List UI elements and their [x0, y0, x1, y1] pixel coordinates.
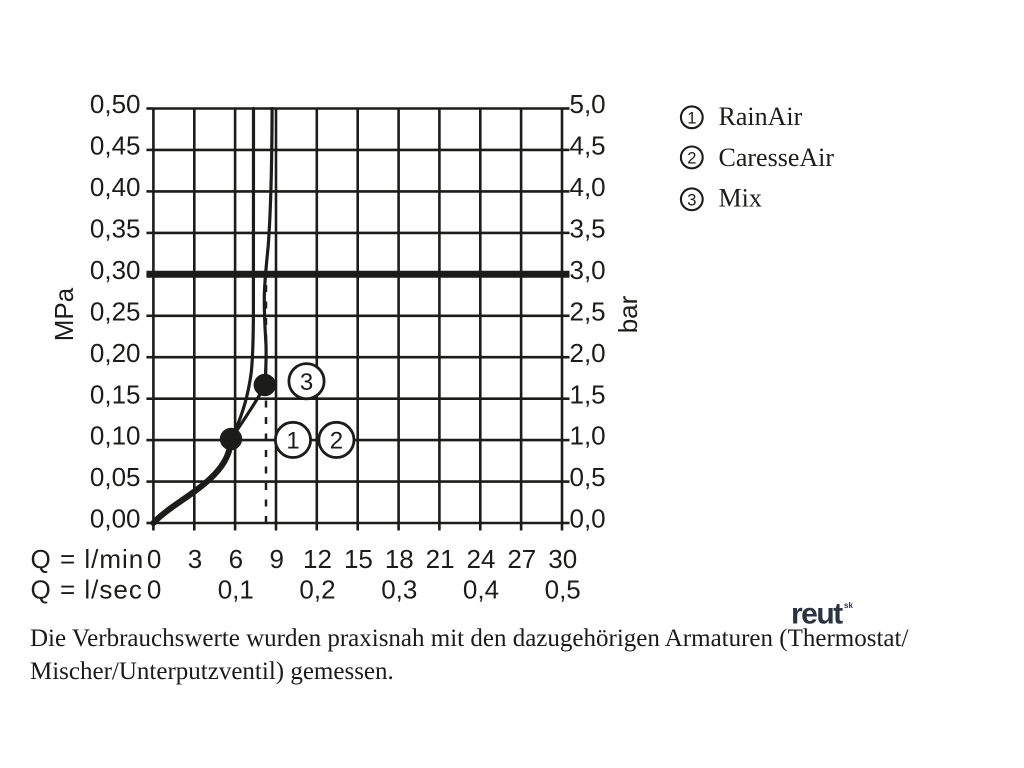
- svg-text:0,30: 0,30: [90, 255, 141, 285]
- svg-text:3,0: 3,0: [570, 255, 606, 285]
- svg-text:1,0: 1,0: [570, 421, 606, 451]
- svg-text:21: 21: [426, 544, 455, 574]
- svg-text:0,35: 0,35: [90, 214, 141, 244]
- svg-text:0,0: 0,0: [570, 504, 606, 534]
- svg-text:2,0: 2,0: [570, 338, 606, 368]
- svg-text:0,25: 0,25: [90, 296, 141, 326]
- svg-text:Q = l/sec: Q = l/sec: [31, 574, 143, 604]
- svg-text:1: 1: [286, 428, 299, 455]
- svg-text:3: 3: [687, 191, 696, 209]
- svg-text:bar: bar: [613, 295, 643, 333]
- svg-text:Q = l/min: Q = l/min: [31, 544, 145, 574]
- svg-text:27: 27: [507, 544, 536, 574]
- svg-text:0,00: 0,00: [90, 504, 141, 534]
- svg-text:reut: reut: [791, 598, 843, 631]
- svg-text:3,5: 3,5: [570, 214, 606, 244]
- svg-text:2: 2: [330, 428, 343, 455]
- svg-text:0,05: 0,05: [90, 462, 141, 492]
- svg-text:0,15: 0,15: [90, 379, 141, 409]
- svg-text:Die Verbrauchswerte wurden pra: Die Verbrauchswerte wurden praxisnah mit…: [30, 625, 908, 652]
- svg-text:3: 3: [188, 544, 202, 574]
- svg-text:0,45: 0,45: [90, 131, 141, 161]
- svg-text:0,5: 0,5: [570, 462, 606, 492]
- svg-text:1,5: 1,5: [570, 379, 606, 409]
- svg-text:3: 3: [300, 369, 313, 396]
- svg-text:0,5: 0,5: [545, 574, 581, 604]
- svg-text:0,40: 0,40: [90, 172, 141, 202]
- svg-text:0,4: 0,4: [463, 574, 499, 604]
- svg-text:12: 12: [303, 544, 332, 574]
- svg-text:9: 9: [269, 544, 283, 574]
- svg-text:0,1: 0,1: [218, 574, 254, 604]
- svg-text:0,10: 0,10: [90, 421, 141, 451]
- svg-text:sk: sk: [844, 601, 853, 610]
- svg-text:Mischer/Unterputzventil) gemes: Mischer/Unterputzventil) gemessen.: [30, 658, 394, 685]
- svg-text:1: 1: [687, 109, 696, 127]
- svg-text:0: 0: [147, 574, 161, 604]
- svg-text:CaresseAir: CaresseAir: [719, 143, 835, 172]
- svg-text:0,3: 0,3: [381, 574, 417, 604]
- svg-text:30: 30: [548, 544, 577, 574]
- svg-text:24: 24: [467, 544, 496, 574]
- svg-text:0,50: 0,50: [90, 89, 141, 119]
- svg-text:5,0: 5,0: [570, 89, 606, 119]
- svg-text:0,2: 0,2: [299, 574, 335, 604]
- svg-text:0,20: 0,20: [90, 338, 141, 368]
- svg-text:15: 15: [344, 544, 373, 574]
- svg-text:RainAir: RainAir: [719, 102, 803, 131]
- svg-text:2: 2: [687, 149, 696, 167]
- svg-text:MPa: MPa: [49, 287, 79, 341]
- svg-text:6: 6: [229, 544, 243, 574]
- svg-text:4,0: 4,0: [570, 172, 606, 202]
- svg-text:18: 18: [385, 544, 414, 574]
- svg-text:Mix: Mix: [719, 184, 762, 213]
- svg-text:4,5: 4,5: [570, 131, 606, 161]
- svg-text:0: 0: [147, 544, 161, 574]
- svg-text:2,5: 2,5: [570, 296, 606, 326]
